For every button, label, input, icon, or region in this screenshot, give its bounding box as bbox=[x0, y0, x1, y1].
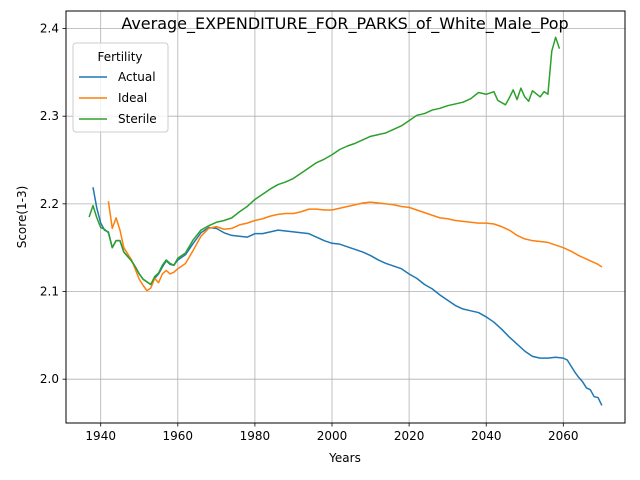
legend-label-actual: Actual bbox=[118, 70, 156, 84]
y-tick-label: 2.2 bbox=[40, 197, 59, 211]
y-tick-label: 2.1 bbox=[40, 285, 59, 299]
x-axis-ticks: 1940 1960 1980 2000 2020 2040 2060 bbox=[85, 423, 579, 443]
y-tick-label: 2.3 bbox=[40, 109, 59, 123]
y-tick-label: 2.0 bbox=[40, 372, 59, 386]
legend-label-ideal: Ideal bbox=[118, 91, 147, 105]
x-axis-label: Years bbox=[328, 451, 361, 465]
legend-label-sterile: Sterile bbox=[118, 112, 157, 126]
series-line-ideal bbox=[107, 201, 603, 292]
x-tick-label: 1980 bbox=[240, 429, 271, 443]
y-axis-ticks: 2.0 2.1 2.2 2.3 2.4 bbox=[40, 22, 66, 386]
plot-area-frame bbox=[65, 10, 626, 424]
legend-items: Actual Ideal Sterile bbox=[79, 70, 157, 126]
legend-title: Fertility bbox=[97, 50, 142, 64]
x-tick-label: 2040 bbox=[471, 429, 502, 443]
y-axis-label: Score(1-3) bbox=[15, 186, 29, 249]
x-tick-label: 2020 bbox=[394, 429, 425, 443]
x-tick-label: 1960 bbox=[163, 429, 194, 443]
x-tick-label: 1940 bbox=[85, 429, 116, 443]
legend-box bbox=[72, 42, 169, 133]
x-tick-label: 2060 bbox=[548, 429, 579, 443]
chart-title: Average_EXPENDITURE_FOR_PARKS_of_White_M… bbox=[121, 14, 568, 34]
legend: Fertility Actual Ideal Sterile bbox=[72, 42, 169, 133]
y-tick-label: 2.4 bbox=[40, 22, 59, 36]
x-tick-label: 2000 bbox=[317, 429, 348, 443]
series-lines bbox=[88, 36, 603, 406]
series-line-sterile bbox=[88, 36, 561, 286]
